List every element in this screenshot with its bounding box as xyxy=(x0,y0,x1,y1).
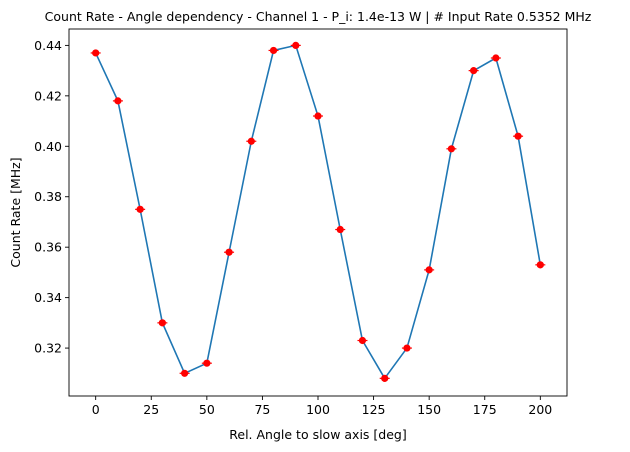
x-axis: 0 25 50 75 100 125 150 175 200 xyxy=(92,396,552,417)
data-point xyxy=(158,319,166,327)
data-point xyxy=(470,67,478,75)
data-point xyxy=(358,336,367,345)
x-tick-label: 150 xyxy=(417,402,441,417)
x-tick-label: 0 xyxy=(92,402,100,417)
data-point xyxy=(181,369,189,377)
data-point xyxy=(247,137,255,145)
x-tick-label: 200 xyxy=(528,402,552,417)
data-point xyxy=(203,359,211,367)
data-point xyxy=(136,205,144,213)
y-axis: 0.32 0.34 0.36 0.38 0.40 0.42 0.44 xyxy=(34,38,69,356)
chart-title: Count Rate - Angle dependency - Channel … xyxy=(45,9,592,24)
data-point xyxy=(114,97,122,105)
y-tick-label: 0.36 xyxy=(34,240,62,255)
data-point xyxy=(225,248,233,256)
y-tick-label: 0.40 xyxy=(34,139,62,154)
data-point xyxy=(92,49,100,57)
data-point xyxy=(314,112,322,120)
x-tick-label: 75 xyxy=(254,402,270,417)
y-tick-label: 0.34 xyxy=(34,290,62,305)
data-point xyxy=(536,261,544,269)
data-point xyxy=(447,145,455,153)
series-line xyxy=(94,44,542,380)
y-axis-label: Count Rate [MHz] xyxy=(8,157,23,267)
x-axis-label: Rel. Angle to slow axis [deg] xyxy=(229,427,406,442)
data-point xyxy=(336,225,344,234)
y-tick-label: 0.32 xyxy=(34,341,62,356)
x-tick-label: 100 xyxy=(306,402,330,417)
y-tick-label: 0.42 xyxy=(34,88,62,103)
data-point xyxy=(269,46,278,55)
data-point xyxy=(492,54,500,62)
y-tick-label: 0.44 xyxy=(34,38,62,53)
data-point xyxy=(514,132,522,140)
x-tick-label: 50 xyxy=(199,402,215,417)
data-point xyxy=(403,344,411,352)
x-tick-label: 175 xyxy=(473,402,497,417)
x-tick-label: 25 xyxy=(143,402,159,417)
data-point xyxy=(381,374,389,382)
y-tick-label: 0.38 xyxy=(34,189,62,204)
x-tick-label: 125 xyxy=(362,402,386,417)
series-group xyxy=(90,41,546,382)
plot-frame xyxy=(68,28,568,397)
data-point xyxy=(425,266,433,274)
data-point xyxy=(292,41,300,49)
